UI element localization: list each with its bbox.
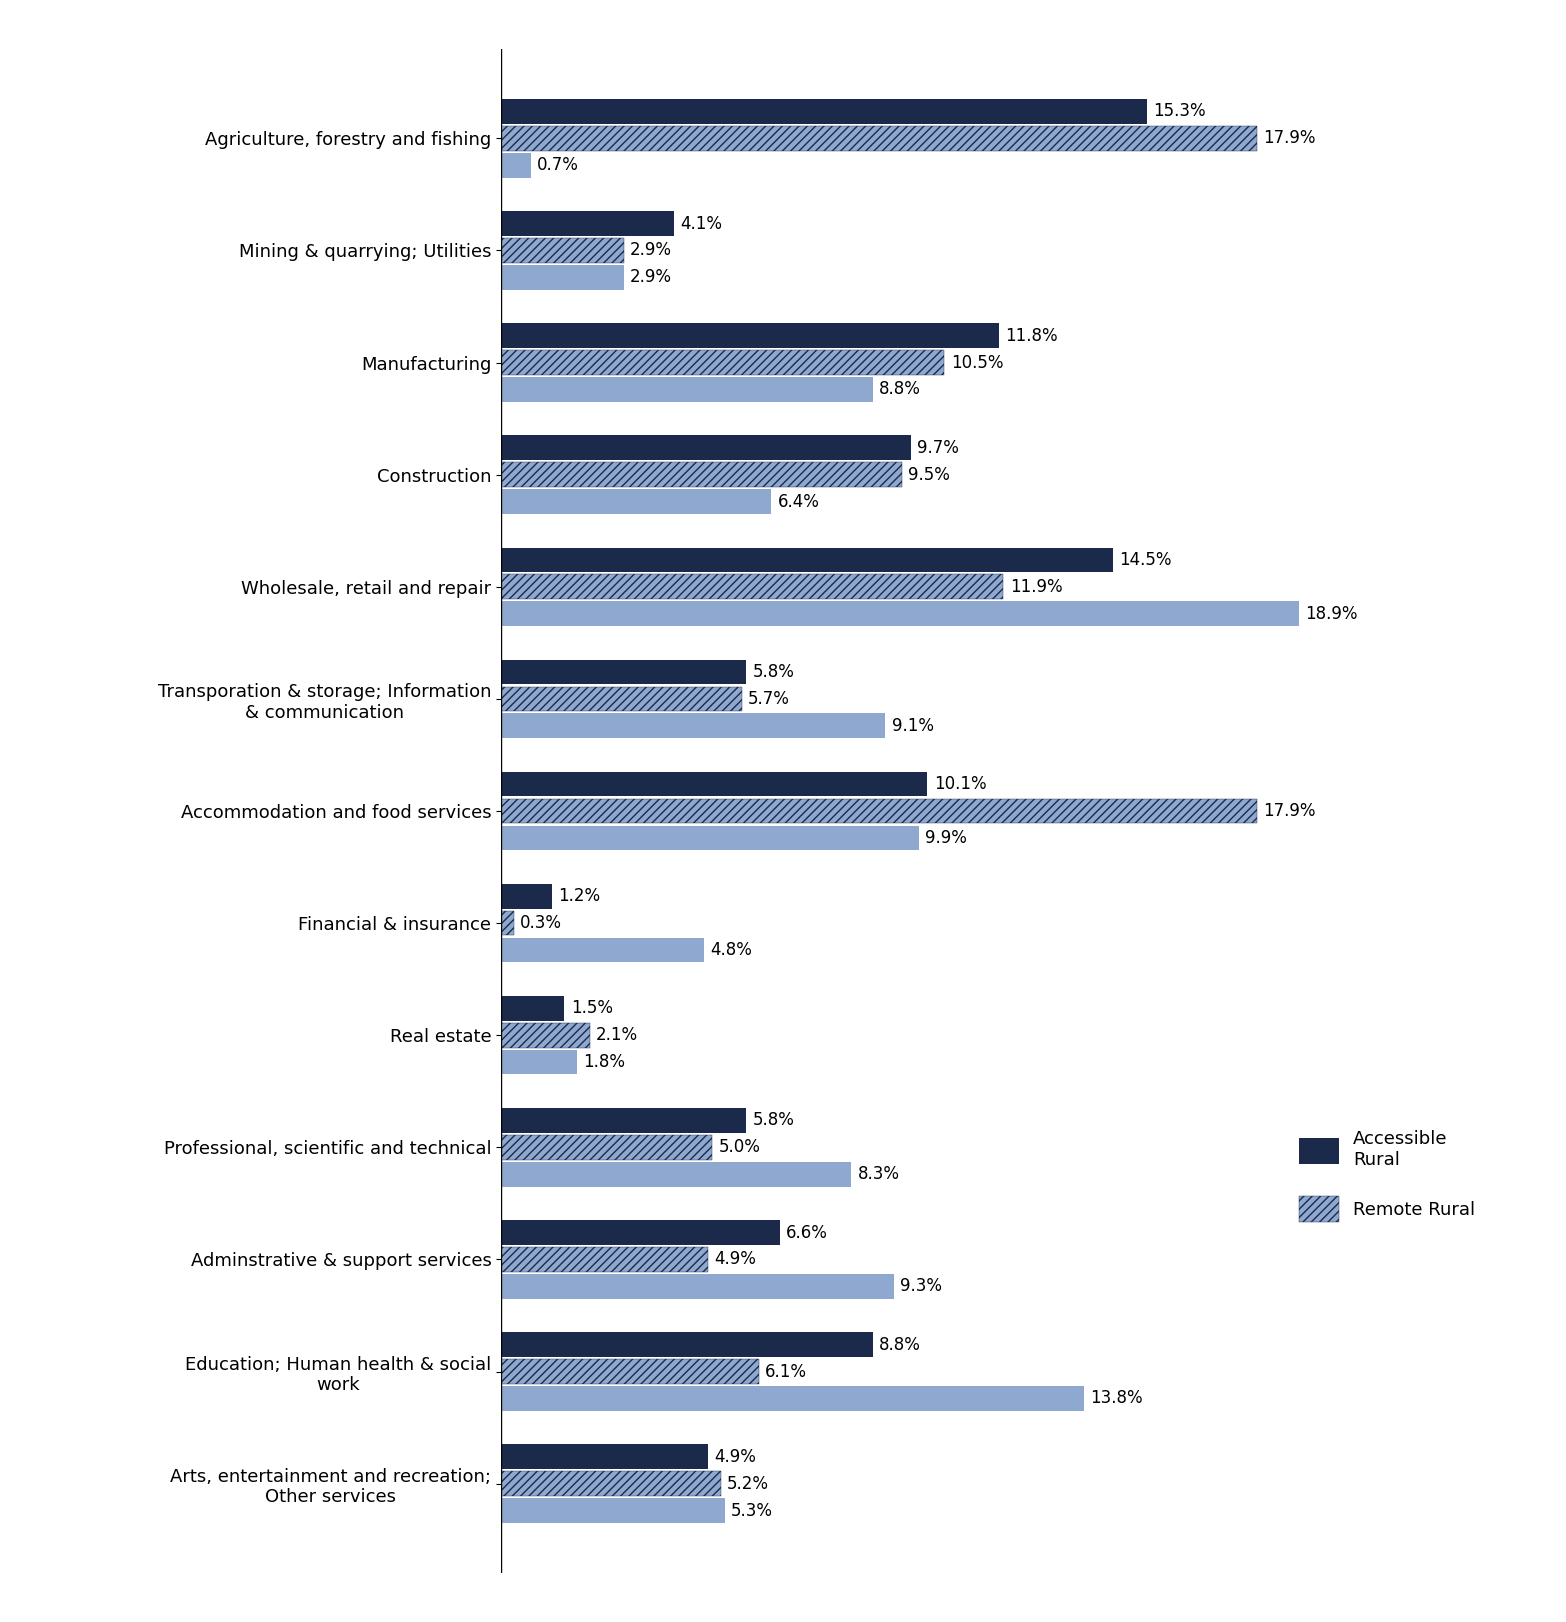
Text: 5.7%: 5.7% <box>749 689 789 707</box>
Bar <box>501 1445 708 1470</box>
Text: 8.8%: 8.8% <box>879 1335 921 1354</box>
Bar <box>501 1220 780 1244</box>
Bar <box>501 548 1113 573</box>
Text: 8.8%: 8.8% <box>879 381 921 399</box>
Bar <box>501 1135 713 1160</box>
Bar <box>501 1161 852 1187</box>
Text: 5.0%: 5.0% <box>719 1139 761 1156</box>
Text: 5.3%: 5.3% <box>731 1502 774 1520</box>
Text: 5.2%: 5.2% <box>727 1474 769 1492</box>
Bar <box>501 238 623 263</box>
Bar <box>501 1387 1084 1411</box>
Text: 15.3%: 15.3% <box>1153 102 1206 120</box>
Text: 9.1%: 9.1% <box>891 717 933 735</box>
Bar <box>501 1499 725 1523</box>
Bar <box>501 152 531 177</box>
Bar <box>501 211 675 235</box>
Text: 4.8%: 4.8% <box>709 941 752 959</box>
Text: 11.9%: 11.9% <box>1010 577 1062 595</box>
Bar <box>501 826 919 850</box>
Bar <box>501 772 927 796</box>
Bar <box>501 1332 872 1358</box>
Text: 1.8%: 1.8% <box>584 1053 625 1071</box>
Text: 4.9%: 4.9% <box>714 1251 756 1268</box>
Text: 9.3%: 9.3% <box>900 1278 943 1296</box>
Text: 4.9%: 4.9% <box>714 1448 756 1466</box>
Text: 5.8%: 5.8% <box>752 1111 794 1129</box>
Bar <box>501 462 902 487</box>
Bar <box>501 938 703 962</box>
Text: 1.5%: 1.5% <box>570 999 612 1017</box>
Bar <box>501 996 564 1020</box>
Text: 10.5%: 10.5% <box>951 354 1004 371</box>
Bar <box>501 1049 578 1074</box>
Bar <box>501 99 1146 123</box>
Bar <box>501 884 551 908</box>
Text: 5.8%: 5.8% <box>752 663 794 681</box>
Text: 2.1%: 2.1% <box>597 1027 639 1045</box>
Text: 0.7%: 0.7% <box>537 156 579 174</box>
Bar <box>501 1359 758 1384</box>
Bar <box>501 323 999 349</box>
Bar <box>501 378 872 402</box>
Bar <box>501 264 623 290</box>
Text: 18.9%: 18.9% <box>1306 605 1358 623</box>
Bar <box>501 660 745 684</box>
Text: 14.5%: 14.5% <box>1120 551 1171 569</box>
Text: 13.8%: 13.8% <box>1090 1390 1143 1408</box>
Text: 4.1%: 4.1% <box>681 214 722 232</box>
Bar <box>501 1023 590 1048</box>
Bar <box>501 435 910 461</box>
Text: 17.9%: 17.9% <box>1264 130 1315 148</box>
Bar <box>501 1273 894 1299</box>
Bar <box>501 490 772 514</box>
Text: 1.2%: 1.2% <box>557 887 600 905</box>
Text: 11.8%: 11.8% <box>1005 326 1059 344</box>
Bar <box>501 574 1004 599</box>
Text: 6.1%: 6.1% <box>764 1362 806 1380</box>
Text: 10.1%: 10.1% <box>933 775 987 793</box>
Bar <box>501 686 742 710</box>
Text: 9.5%: 9.5% <box>908 466 951 483</box>
Text: 2.9%: 2.9% <box>630 268 672 287</box>
Bar <box>501 1247 708 1272</box>
Text: 9.7%: 9.7% <box>918 440 958 457</box>
Text: 6.4%: 6.4% <box>778 493 819 511</box>
Legend: Accessible
Rural, Remote Rural: Accessible Rural, Remote Rural <box>1292 1122 1483 1229</box>
Bar <box>501 912 514 936</box>
Bar <box>501 798 1257 824</box>
Text: 9.9%: 9.9% <box>926 829 968 847</box>
Text: 2.9%: 2.9% <box>630 242 672 260</box>
Text: 8.3%: 8.3% <box>858 1165 900 1182</box>
Text: 17.9%: 17.9% <box>1264 801 1315 821</box>
Bar <box>501 127 1257 151</box>
Bar <box>501 602 1298 626</box>
Text: 6.6%: 6.6% <box>786 1223 828 1241</box>
Bar <box>501 714 885 738</box>
Bar <box>501 1471 720 1495</box>
Bar <box>501 350 944 375</box>
Bar <box>501 1108 745 1132</box>
Text: 0.3%: 0.3% <box>520 915 562 933</box>
